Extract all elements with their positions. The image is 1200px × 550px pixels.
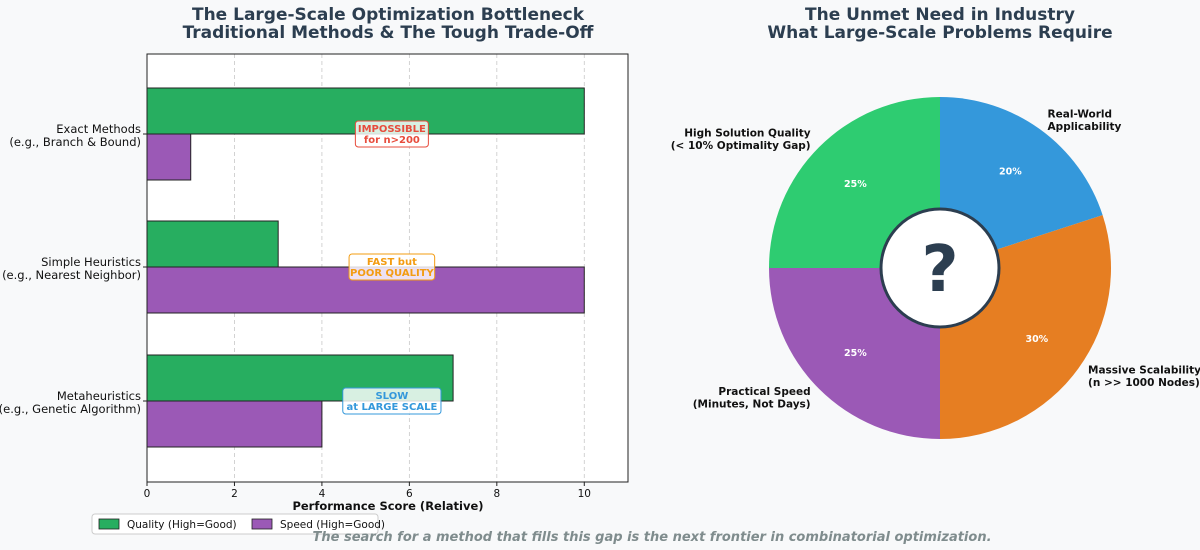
x-ticks: 0 2 4 6 8 10 (144, 482, 591, 500)
y-tick-sublabel: (e.g., Nearest Neighbor) (2, 268, 141, 282)
legend-box (91, 513, 379, 535)
x-tick-label: 10 (578, 488, 591, 500)
y-tick-sublabel: (e.g., Branch & Bound) (9, 135, 141, 149)
pie-percent-label: 20% (999, 167, 1022, 178)
pie-percent-label: 25% (844, 348, 867, 359)
bar-speed (146, 133, 192, 181)
annotation-text: IMPOSSIBLE (358, 124, 426, 135)
pie-chart-title-line-1: The Unmet Need in Industry (805, 5, 1075, 25)
bar-chart-title-line-1: The Large-Scale Optimization Bottleneck (192, 5, 585, 25)
pie-category-label: (< 10% Optimality Gap) (671, 140, 811, 152)
center-circle (879, 207, 1001, 329)
y-tick-label: Metaheuristics (57, 389, 141, 403)
annotation-box (348, 253, 436, 281)
pie-category-label: Massive Scalability (1088, 364, 1200, 376)
x-tick-label: 4 (319, 488, 326, 500)
bar-quality (146, 220, 279, 268)
plot-frame (146, 53, 629, 483)
y-tick-label: Exact Methods (56, 122, 141, 136)
pie-chart-title-line-2: What Large-Scale Problems Require (767, 23, 1112, 43)
footer-caption: The search for a method that fills this … (312, 530, 991, 545)
annotation-text: at LARGE SCALE (346, 402, 437, 413)
bar-chart: The Large-Scale Optimization Bottleneck … (0, 5, 629, 535)
x-tick-label: 6 (406, 488, 413, 500)
pie-percent-label: 30% (1025, 334, 1048, 345)
annotation-text: FAST but (367, 257, 417, 268)
legend: Quality (High=Good) Speed (High=Good) (91, 513, 385, 535)
bar-chart-title-line-2: Traditional Methods & The Tough Trade-Of… (183, 23, 594, 43)
legend-label-speed: Speed (High=Good) (280, 519, 385, 531)
pie-category-label: Practical Speed (718, 386, 810, 398)
annotation-box (342, 387, 442, 415)
pie-chart: The Unmet Need in Industry What Large-Sc… (671, 5, 1200, 439)
x-axis-label: Performance Score (Relative) (292, 499, 483, 513)
pie-category-label: (Minutes, Not Days) (693, 399, 811, 411)
annotation-text: SLOW (375, 391, 408, 402)
legend-label-quality: Quality (High=Good) (127, 519, 237, 531)
bar-speed (146, 400, 323, 448)
pie-category-label: High Solution Quality (684, 127, 811, 139)
annotation-text: POOR QUALITY (350, 268, 434, 279)
pie-category-label: (n >> 1000 Nodes) (1088, 377, 1200, 389)
legend-swatch-speed (251, 518, 273, 530)
y-tick-label: Simple Heuristics (41, 255, 141, 269)
center-question-mark: ? (921, 233, 958, 307)
annotation-box (354, 120, 429, 148)
pie-category-label: Applicability (1048, 121, 1122, 133)
x-tick-label: 2 (231, 488, 238, 500)
pie-percent-label: 25% (844, 179, 867, 190)
pie-category-label: Real-World (1048, 109, 1113, 121)
bars (146, 87, 585, 448)
y-tick-sublabel: (e.g., Genetic Algorithm) (0, 402, 141, 416)
x-tick-label: 0 (144, 488, 151, 500)
y-ticks: Exact Methods(e.g., Branch & Bound) Simpl… (0, 122, 147, 416)
annotation-text: for n>200 (364, 135, 420, 146)
x-tick-label: 8 (493, 488, 500, 500)
legend-swatch-quality (98, 518, 120, 530)
